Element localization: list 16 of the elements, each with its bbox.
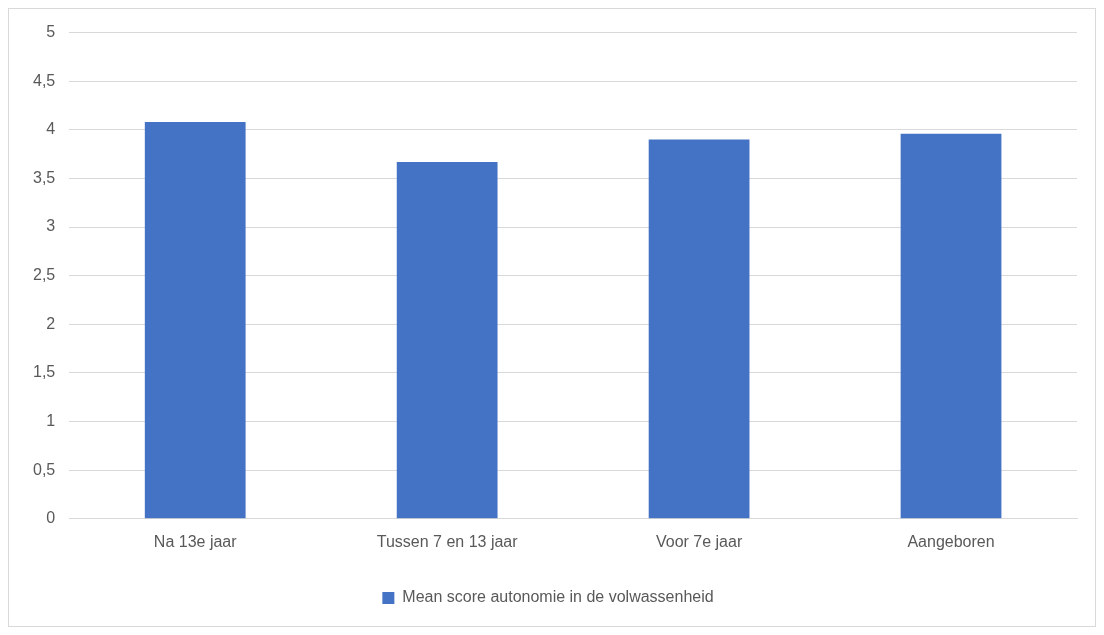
x-tick-label: Na 13e jaar (153, 532, 238, 550)
y-tick-label: 1,5 (32, 363, 56, 381)
x-tick-label: Tussen 7 en 13 jaar (376, 532, 519, 550)
y-tick-label: 5 (46, 23, 56, 41)
y-tick-label: 1 (46, 411, 56, 429)
y-tick-label: 3,5 (32, 168, 56, 186)
legend-label: Mean score autonomie in de volwassenheid (402, 588, 714, 606)
x-tick-label: Aangeboren (907, 532, 995, 550)
y-tick-label: 0 (46, 509, 56, 527)
y-tick-label: 4,5 (32, 71, 56, 89)
y-tick-label: 2 (46, 314, 56, 332)
y-tick-label: 3 (46, 217, 56, 235)
y-tick-label: 2,5 (32, 266, 56, 284)
y-tick-label: 4 (46, 120, 56, 138)
y-tick-label: 0,5 (32, 460, 56, 478)
x-tick-label: Voor 7e jaar (655, 532, 743, 550)
